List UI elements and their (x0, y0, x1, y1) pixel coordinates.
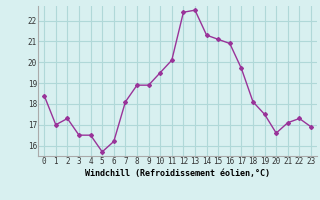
X-axis label: Windchill (Refroidissement éolien,°C): Windchill (Refroidissement éolien,°C) (85, 169, 270, 178)
